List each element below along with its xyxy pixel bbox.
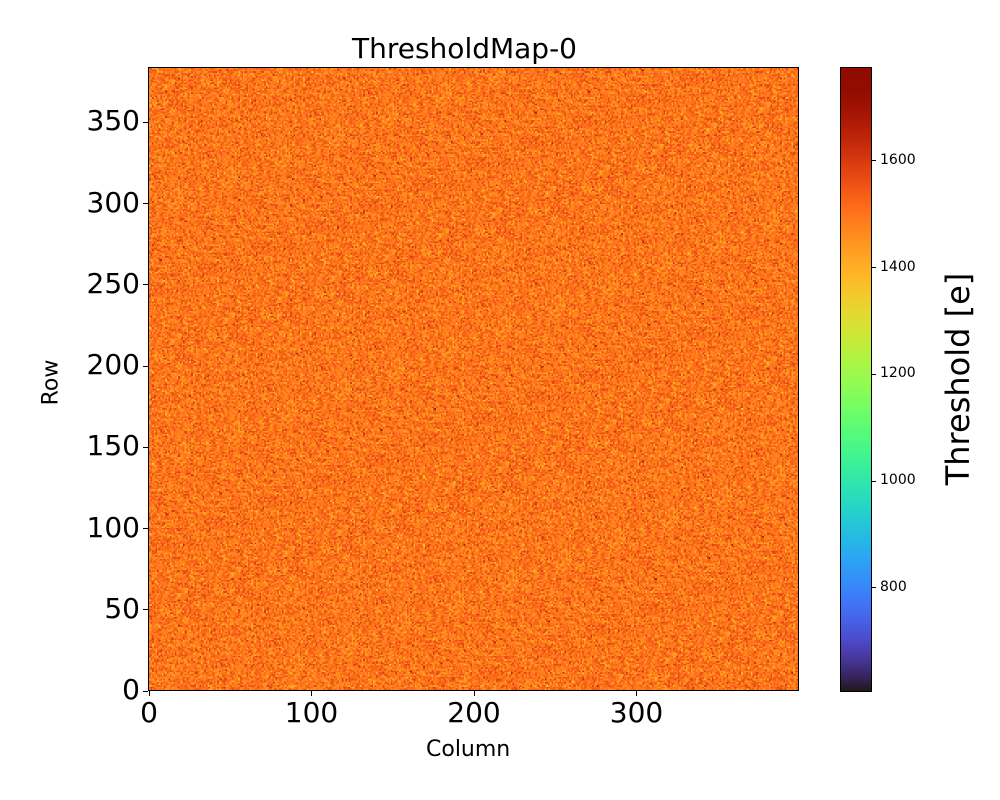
y-tick-label: 50 xyxy=(104,591,140,625)
colorbar-tick-mark xyxy=(871,587,876,589)
colorbar-gradient xyxy=(841,68,871,691)
y-tick-mark xyxy=(143,284,148,286)
x-tick-label: 100 xyxy=(284,696,339,729)
y-tick-label: 250 xyxy=(86,266,140,300)
colorbar-tick-label: 800 xyxy=(880,578,907,595)
colorbar-tick-mark xyxy=(871,267,876,269)
y-tick-mark xyxy=(143,203,148,204)
heatmap-image xyxy=(149,68,798,690)
y-tick-label: 100 xyxy=(86,510,140,544)
y-tick-label: 200 xyxy=(86,348,140,381)
colorbar-tick-mark xyxy=(871,373,876,375)
colorbar-tick-label: 1400 xyxy=(880,258,916,275)
colorbar xyxy=(840,67,872,692)
y-tick-mark xyxy=(143,121,148,123)
y-tick-mark xyxy=(143,690,148,692)
x-tick-mark xyxy=(473,691,475,696)
y-tick-label: 150 xyxy=(86,429,140,463)
y-tick-label: 300 xyxy=(86,185,140,219)
colorbar-tick-label: 1000 xyxy=(880,472,916,489)
y-tick-mark xyxy=(143,446,148,448)
y-tick-mark xyxy=(143,365,148,367)
x-tick-mark xyxy=(148,691,150,696)
x-tick-label: 200 xyxy=(447,696,501,729)
chart-title: ThresholdMap-0 xyxy=(352,32,577,65)
colorbar-tick-mark xyxy=(871,160,876,162)
x-tick-label: 0 xyxy=(140,696,158,729)
y-tick-label: 0 xyxy=(122,673,140,706)
colorbar-tick-label: 1600 xyxy=(880,151,916,168)
y-tick-mark xyxy=(143,528,148,529)
y-tick-label: 350 xyxy=(86,104,140,138)
x-tick-mark xyxy=(636,691,637,696)
x-tick-mark xyxy=(311,691,312,696)
plot-area xyxy=(148,67,799,691)
colorbar-label: Threshold [e] xyxy=(939,272,977,486)
colorbar-tick-label: 1200 xyxy=(880,365,916,382)
y-tick-mark xyxy=(143,609,148,611)
y-axis-label: Row xyxy=(38,359,64,406)
x-axis-label: Column xyxy=(426,737,511,762)
colorbar-tick-mark xyxy=(871,480,876,482)
x-tick-label: 300 xyxy=(609,696,664,729)
